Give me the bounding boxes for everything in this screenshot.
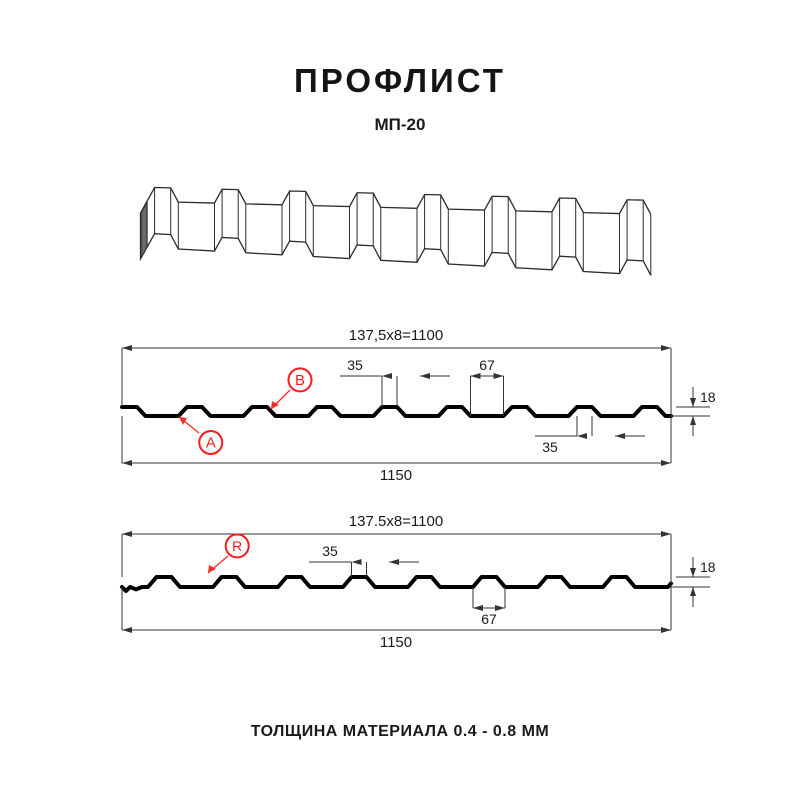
svg-text:67: 67 — [481, 611, 497, 627]
svg-text:1150: 1150 — [380, 634, 412, 651]
svg-text:18: 18 — [700, 559, 716, 575]
svg-text:137.5x8=1100: 137.5x8=1100 — [349, 513, 443, 530]
svg-text:R: R — [232, 538, 242, 554]
svg-text:35: 35 — [322, 543, 338, 559]
